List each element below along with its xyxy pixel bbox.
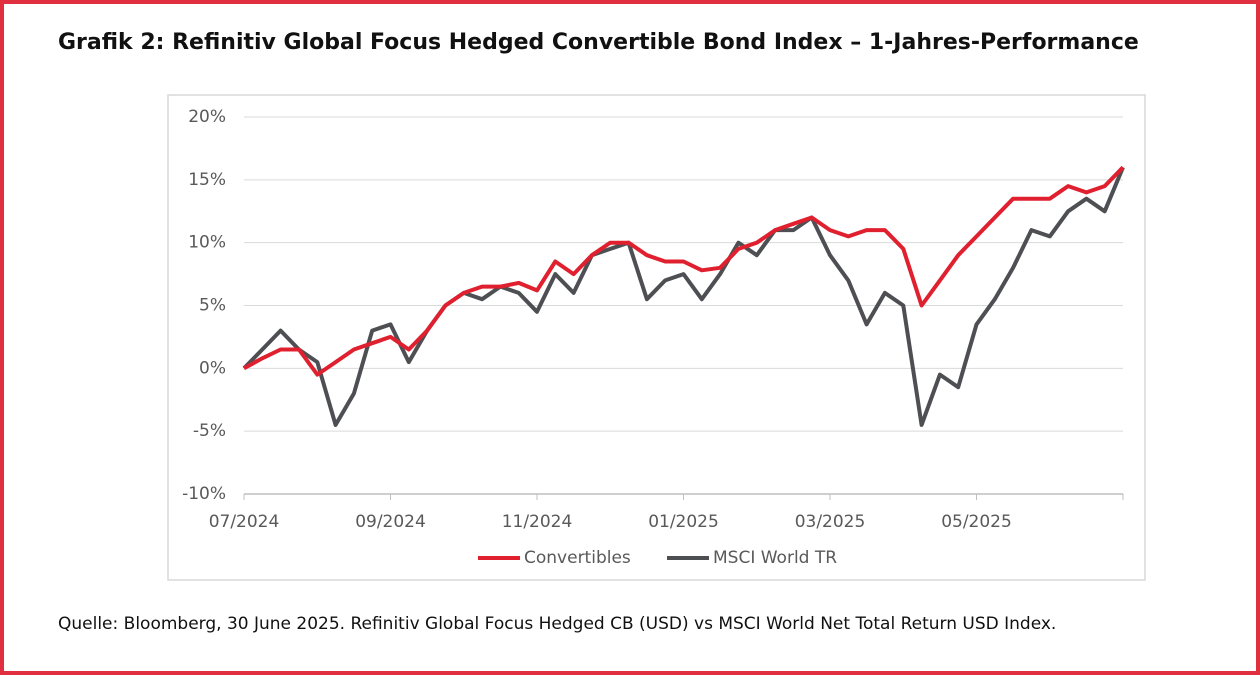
y-tick-label: -10% (182, 484, 226, 504)
legend-label: MSCI World TR (713, 548, 837, 568)
x-tick-label: 03/2025 (795, 512, 866, 532)
y-tick-label: 0% (199, 358, 226, 378)
y-tick-label: 5% (199, 296, 226, 316)
chart-frame (167, 94, 1146, 581)
x-tick-label: 11/2024 (502, 512, 573, 532)
y-tick-label: -5% (193, 421, 226, 441)
y-tick-label: 15% (188, 170, 226, 190)
y-tick-label: 20% (188, 107, 226, 127)
x-tick-label: 09/2024 (355, 512, 426, 532)
y-tick-label: 10% (188, 233, 226, 253)
source-note: Quelle: Bloomberg, 30 June 2025. Refinit… (58, 614, 1057, 634)
page-title: Grafik 2: Refinitiv Global Focus Hedged … (58, 30, 1139, 55)
legend-label: Convertibles (524, 548, 631, 568)
series-line (243, 165, 1125, 377)
series-line (242, 166, 1125, 427)
x-tick-label: 07/2024 (209, 512, 280, 532)
x-tick-label: 01/2025 (648, 512, 719, 532)
x-tick-label: 05/2025 (941, 512, 1012, 532)
